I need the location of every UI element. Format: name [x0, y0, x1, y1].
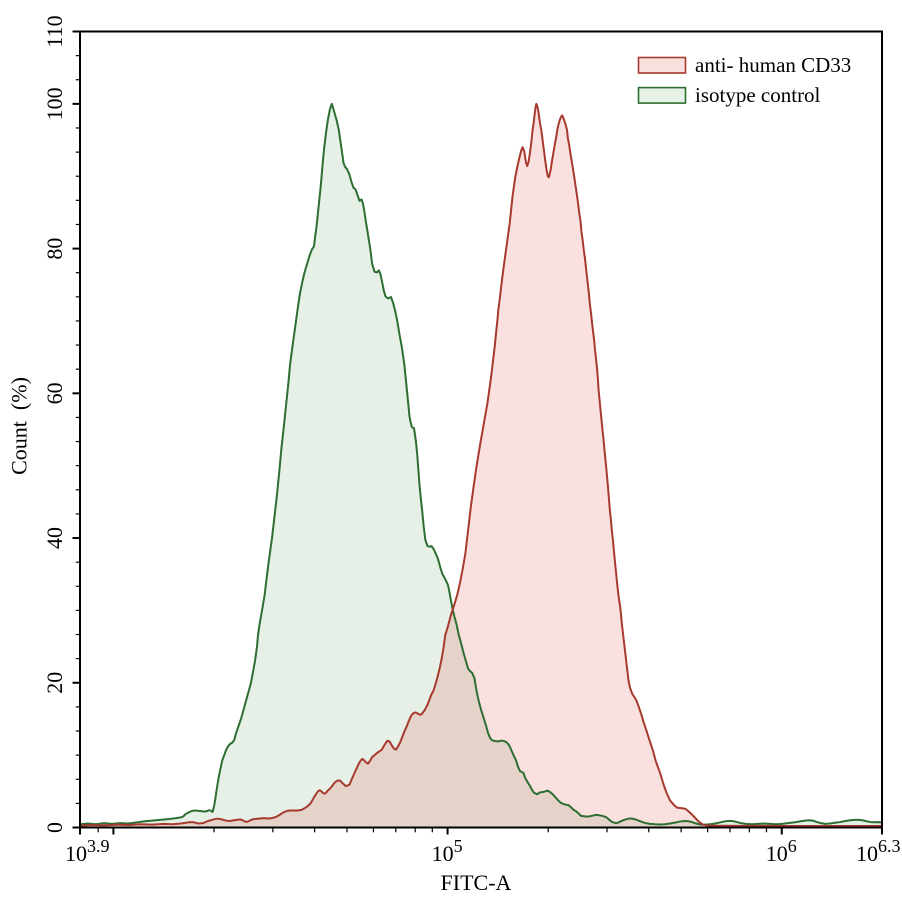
svg-text:80: 80: [42, 238, 67, 260]
svg-text:100: 100: [42, 87, 67, 120]
svg-text:10: 10: [432, 841, 454, 866]
svg-text:3.9: 3.9: [87, 836, 110, 856]
svg-text:6: 6: [788, 836, 797, 856]
svg-text:20: 20: [42, 672, 67, 694]
svg-text:0: 0: [42, 822, 67, 833]
svg-text:60: 60: [42, 382, 67, 404]
svg-text:40: 40: [42, 527, 67, 549]
svg-text:isotype control: isotype control: [695, 83, 821, 107]
svg-text:10: 10: [856, 841, 878, 866]
svg-text:anti- human CD33: anti- human CD33: [695, 53, 851, 77]
svg-text:Count (%): Count (%): [7, 377, 32, 475]
svg-text:10: 10: [766, 841, 788, 866]
svg-text:5: 5: [454, 836, 463, 856]
svg-text:110: 110: [42, 15, 67, 47]
svg-text:6.3: 6.3: [878, 836, 901, 856]
svg-text:10: 10: [65, 841, 87, 866]
svg-text:FITC-A: FITC-A: [441, 870, 512, 895]
